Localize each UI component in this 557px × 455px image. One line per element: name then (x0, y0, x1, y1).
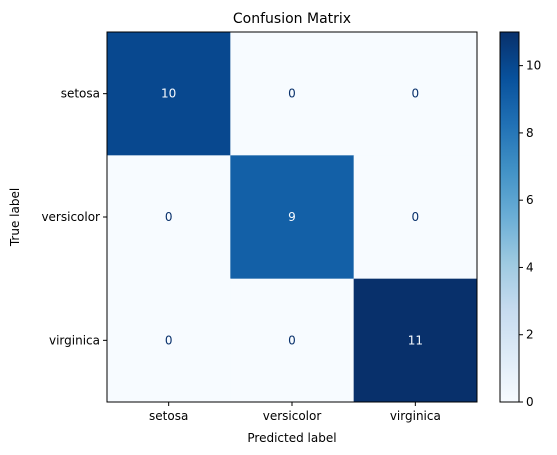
y-tick-label: virginica (49, 333, 100, 347)
colorbar-tick-label: 4 (526, 260, 534, 274)
heatmap-cell (353, 155, 478, 280)
colorbar-ticks: 0 2 4 6 8 10 (519, 59, 541, 409)
heatmap-cell (353, 32, 478, 156)
y-axis-ticks: setosa versicolor virginica (41, 87, 107, 347)
heatmap-cell (230, 32, 355, 156)
cell-value-label: 0 (412, 210, 420, 224)
cell-value-label: 10 (161, 87, 176, 101)
x-tick-label: versicolor (263, 409, 322, 423)
x-axis-ticks: setosa versicolor virginica (149, 402, 441, 423)
heatmap-cell (353, 278, 478, 403)
cell-value-label: 0 (165, 333, 173, 347)
colorbar-tick-label: 8 (526, 126, 534, 140)
cell-value-label: 0 (412, 87, 420, 101)
heatmap-cell (107, 32, 231, 156)
cell-value-label: 0 (288, 333, 296, 347)
cell-value-label: 0 (288, 87, 296, 101)
y-axis-label: True label (8, 188, 22, 247)
heatmap-cell (230, 155, 355, 280)
heatmap-cell (230, 278, 355, 403)
colorbar-tick-label: 6 (526, 193, 534, 207)
x-tick-label: virginica (390, 409, 441, 423)
colorbar (499, 31, 520, 403)
colorbar-tick-label: 10 (526, 59, 541, 73)
cell-value-label: 0 (165, 210, 173, 224)
colorbar-tick-label: 2 (526, 328, 534, 342)
cell-value-label: 11 (408, 333, 423, 347)
cell-value-label: 9 (288, 210, 296, 224)
x-axis-label: Predicted label (247, 431, 336, 445)
colorbar-tick-label: 0 (526, 395, 534, 409)
x-tick-label: setosa (149, 409, 188, 423)
y-tick-label: versicolor (41, 210, 100, 224)
heatmap-cell (107, 155, 231, 280)
heatmap-cells: 10 0 0 0 9 0 0 0 11 (107, 32, 478, 403)
y-tick-label: setosa (61, 87, 100, 101)
chart-title: Confusion Matrix (233, 11, 351, 27)
heatmap-cell (107, 278, 231, 403)
